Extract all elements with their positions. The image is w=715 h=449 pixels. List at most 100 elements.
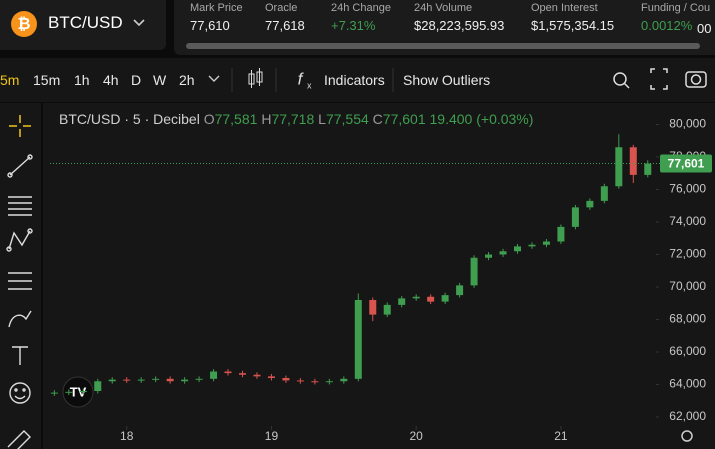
candle-body <box>123 379 131 381</box>
x-tick-label: 20 <box>410 429 424 443</box>
y-tick-label: 66,000 <box>669 344 706 358</box>
stat-value: 77,618 <box>265 18 305 33</box>
y-tick-label: 80,000 <box>669 117 706 131</box>
candle-body <box>195 378 203 380</box>
drawing-tools <box>0 103 41 449</box>
candle-body <box>485 254 493 258</box>
show-outliers-button[interactable]: Show Outliers <box>403 72 491 88</box>
candle-body <box>108 379 116 382</box>
tool-icons <box>6 115 33 449</box>
stat: 24h Volume $28,223,595.93 <box>414 2 504 33</box>
indicators-button[interactable]: Indicators <box>324 72 385 88</box>
stat-value: 0.0012% <box>641 18 693 33</box>
candle-body <box>50 392 58 394</box>
svg-text:x: x <box>307 80 312 90</box>
chart-panel <box>43 103 715 449</box>
scrollbar[interactable] <box>186 43 700 49</box>
market-stats: Mark Price 77,610 Oracle 77,618 24h Change +7… <box>174 0 715 55</box>
candle-body <box>615 147 623 187</box>
candle-body <box>383 304 391 315</box>
candle-body <box>296 380 304 382</box>
candle-body <box>644 163 652 175</box>
candle-body <box>398 298 406 305</box>
candle-body <box>354 300 362 379</box>
candle-body <box>412 296 420 299</box>
stat-label: Open Interest <box>531 2 598 14</box>
candle-body <box>470 257 478 286</box>
candle-body <box>542 241 550 245</box>
legend-title: BTC/USD · 5 · Decibel <box>59 111 200 127</box>
x-tick-label: 21 <box>554 429 568 443</box>
candle-body <box>528 244 536 247</box>
x-tick-label: 19 <box>265 429 279 443</box>
interval-button[interactable]: 1h <box>74 72 90 88</box>
candle-body <box>166 378 174 382</box>
candle-body <box>499 251 507 255</box>
last-price-label: 77,601 <box>668 157 705 171</box>
candle-body <box>224 371 232 374</box>
interval-button[interactable]: W <box>153 72 167 88</box>
candle-body <box>311 381 319 383</box>
stat-label: Funding / Cou <box>641 2 711 14</box>
interval-button[interactable]: 5m <box>0 72 20 88</box>
legend-open: 77,581 <box>214 111 258 127</box>
candle-body <box>325 381 333 383</box>
stat-label: 24h Volume <box>414 2 473 14</box>
logo: TV <box>70 384 87 399</box>
y-tick-label: 76,000 <box>669 182 706 196</box>
svg-text:₿: ₿ <box>17 15 30 33</box>
candle-body <box>239 373 246 375</box>
interval-button[interactable]: 2h <box>179 72 195 88</box>
stat: Funding / Cou 0.0012% 00 <box>641 2 712 36</box>
candle-body <box>456 285 464 296</box>
candle-body <box>629 147 637 175</box>
candle-body <box>137 379 145 381</box>
candle-body <box>427 296 435 302</box>
legend-low: 77,554 <box>325 111 369 127</box>
candle-body <box>586 200 594 208</box>
candle-body <box>441 295 449 302</box>
interval-button[interactable]: 4h <box>103 72 119 88</box>
candle-body <box>210 371 218 379</box>
candle-body <box>600 186 608 201</box>
candle-body <box>557 226 565 242</box>
y-tick-label: 72,000 <box>669 247 706 261</box>
legend-h-label: H <box>261 111 272 127</box>
symbol-selector[interactable]: ₿ BTC/USD <box>0 0 166 50</box>
y-tick-label: 70,000 <box>669 279 706 293</box>
legend-l-label: L <box>318 111 326 127</box>
candle-body <box>340 378 348 382</box>
stat: Oracle 77,618 <box>265 2 305 33</box>
candle-body <box>514 246 521 252</box>
y-tick-label: 68,000 <box>669 312 706 326</box>
stat-label: Mark Price <box>190 2 243 14</box>
btc-icon: ₿ <box>11 11 37 37</box>
stat: Mark Price 77,610 <box>190 2 243 33</box>
legend-c-label: C <box>372 111 383 127</box>
settings-icon[interactable] <box>681 430 693 442</box>
interval-button[interactable]: D <box>131 72 142 88</box>
legend-o-label: O <box>203 111 215 127</box>
last-price-tag <box>660 154 712 173</box>
candle-body <box>181 379 189 382</box>
symbol: BTC/USD <box>48 13 123 32</box>
y-tick-label: 62,000 <box>669 409 706 423</box>
chevron <box>133 19 145 27</box>
stat-extra: 00 <box>697 21 712 36</box>
candle-body <box>152 378 160 380</box>
candle-body <box>253 374 261 377</box>
stat-value: 77,610 <box>190 18 230 33</box>
stat-label: 24h Change <box>331 2 391 14</box>
interval-button[interactable]: 15m <box>33 72 61 88</box>
y-tick-label: 64,000 <box>669 377 706 391</box>
candle-body <box>571 207 579 227</box>
candle-body <box>369 300 377 315</box>
stat-label: Oracle <box>265 2 298 14</box>
legend-change: 19.400 (+0.03%) <box>429 111 534 127</box>
svg-text:f: f <box>298 69 305 88</box>
